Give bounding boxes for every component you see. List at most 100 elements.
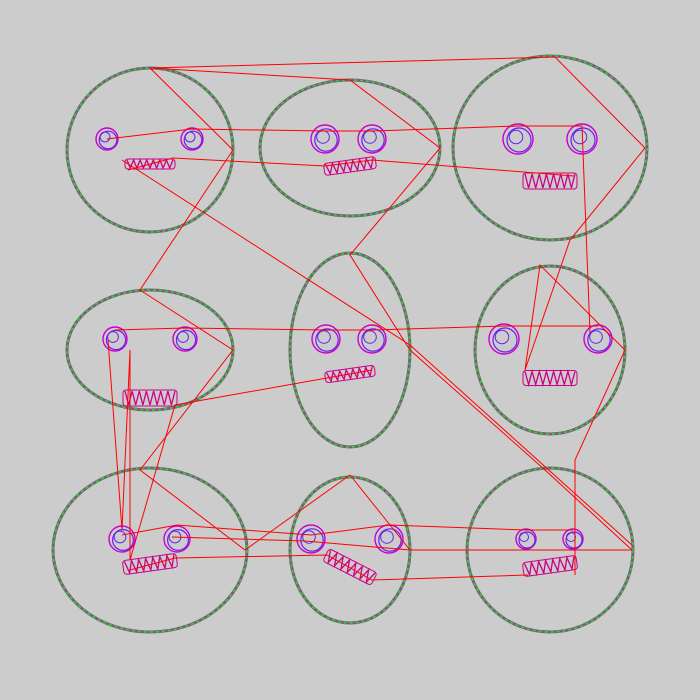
mouth-zigzag: [123, 553, 175, 576]
eye-inner-ring: [565, 531, 583, 549]
eye-outer-ring: [95, 127, 119, 151]
left-eye-icon: [102, 326, 128, 352]
eye-pupil: [589, 330, 603, 344]
face-7: [51, 466, 249, 634]
eye-pupil: [494, 329, 510, 345]
eye-inner-ring: [587, 328, 611, 352]
right-eye-icon: [180, 127, 204, 151]
left-eye-icon: [296, 524, 326, 554]
eye-inner-ring: [518, 531, 536, 549]
mouth-frame: [522, 370, 578, 386]
mouth-spring: [124, 158, 176, 170]
face-outline-dash-alt: [452, 55, 648, 241]
face-outline-dash-alt: [474, 265, 626, 435]
eye-outer-ring: [583, 324, 613, 354]
mouth-frame: [122, 389, 178, 407]
eye-outer-ring: [163, 525, 191, 553]
eye-pupil: [363, 330, 377, 344]
connector-line-8: [121, 524, 573, 536]
mouth-spring: [122, 553, 178, 576]
eye-outer-ring: [488, 323, 520, 355]
connector-line-10: [171, 536, 411, 551]
eye-inner-ring: [111, 528, 134, 551]
left-eye-icon: [311, 324, 341, 354]
eye-outer-ring: [311, 324, 341, 354]
connector-line-2: [149, 56, 646, 575]
eye-pupil: [380, 530, 394, 544]
connector-line-9: [129, 554, 529, 581]
eye-outer-ring: [172, 326, 198, 352]
face-outline-dash-alt: [289, 252, 411, 448]
eye-pupil: [184, 131, 196, 143]
mouth-zigzag: [524, 369, 576, 387]
mouth-zigzag: [523, 555, 575, 578]
eye-outer-ring: [357, 324, 387, 354]
eye-inner-ring: [315, 328, 339, 352]
left-eye-icon: [502, 123, 534, 155]
eye-inner-ring: [361, 328, 385, 352]
mouth-zigzag: [126, 158, 174, 170]
eye-inner-ring: [183, 130, 203, 150]
mouth-frame: [124, 158, 176, 170]
mouth-frame: [323, 156, 377, 176]
mouth-zigzag: [324, 156, 374, 176]
eye-inner-ring: [300, 528, 324, 552]
face-outline-dash-alt: [466, 467, 634, 633]
eye-pupil: [99, 131, 111, 143]
mouth-zigzag: [124, 390, 176, 406]
eye-pupil: [508, 129, 524, 145]
left-eye-icon: [95, 127, 119, 151]
mouth-spring: [522, 172, 578, 190]
face-outline-dash-alt: [66, 289, 234, 411]
eye-inner-ring: [98, 130, 118, 150]
mouth-spring: [522, 555, 578, 578]
eye-outer-ring: [310, 124, 340, 154]
eye-pupil: [302, 530, 316, 544]
connector-line-3: [106, 125, 591, 334]
face-outline-dash-alt: [259, 79, 441, 217]
right-eye-icon: [566, 123, 598, 155]
eye-pupil: [113, 530, 127, 544]
left-eye-icon: [310, 124, 340, 154]
eye-pupil: [317, 330, 331, 344]
eye-outer-ring: [515, 528, 537, 550]
right-eye-icon: [357, 324, 387, 354]
mouth-spring: [324, 364, 376, 384]
mouth-spring: [323, 156, 377, 176]
eye-outer-ring: [180, 127, 204, 151]
left-eye-icon: [488, 323, 520, 355]
eye-inner-ring: [361, 128, 385, 152]
eye-outer-ring: [562, 528, 584, 550]
eye-inner-ring: [167, 528, 190, 551]
eye-inner-ring: [492, 327, 518, 353]
mouth-spring: [522, 369, 578, 387]
right-eye-icon: [172, 326, 198, 352]
eye-outer-ring: [566, 123, 598, 155]
eye-pupil: [107, 331, 119, 343]
connector-line-7: [107, 339, 373, 561]
eye-outer-ring: [502, 123, 534, 155]
right-eye-icon: [374, 524, 404, 554]
face-3: [451, 54, 649, 242]
mouth-frame: [522, 172, 578, 190]
connector-line-4: [127, 157, 575, 177]
right-eye-icon: [583, 324, 613, 354]
eye-pupil: [572, 129, 588, 145]
mouth-spring: [122, 389, 178, 407]
eye-pupil: [177, 331, 189, 343]
face-outline-dash-alt: [52, 467, 248, 633]
eye-pupil: [519, 532, 529, 542]
right-eye-icon: [163, 525, 191, 553]
eye-inner-ring: [314, 128, 338, 152]
mouth-frame: [522, 555, 578, 577]
eye-inner-ring: [506, 127, 532, 153]
eye-outer-ring: [102, 326, 128, 352]
eye-outer-ring: [296, 524, 326, 554]
connector-line-6: [114, 325, 598, 331]
eye-inner-ring: [175, 329, 197, 351]
mouth-zigzag: [524, 173, 576, 189]
mouth-frame: [122, 553, 178, 575]
mouth-zigzag: [326, 365, 373, 384]
connector-line-5: [121, 159, 633, 546]
